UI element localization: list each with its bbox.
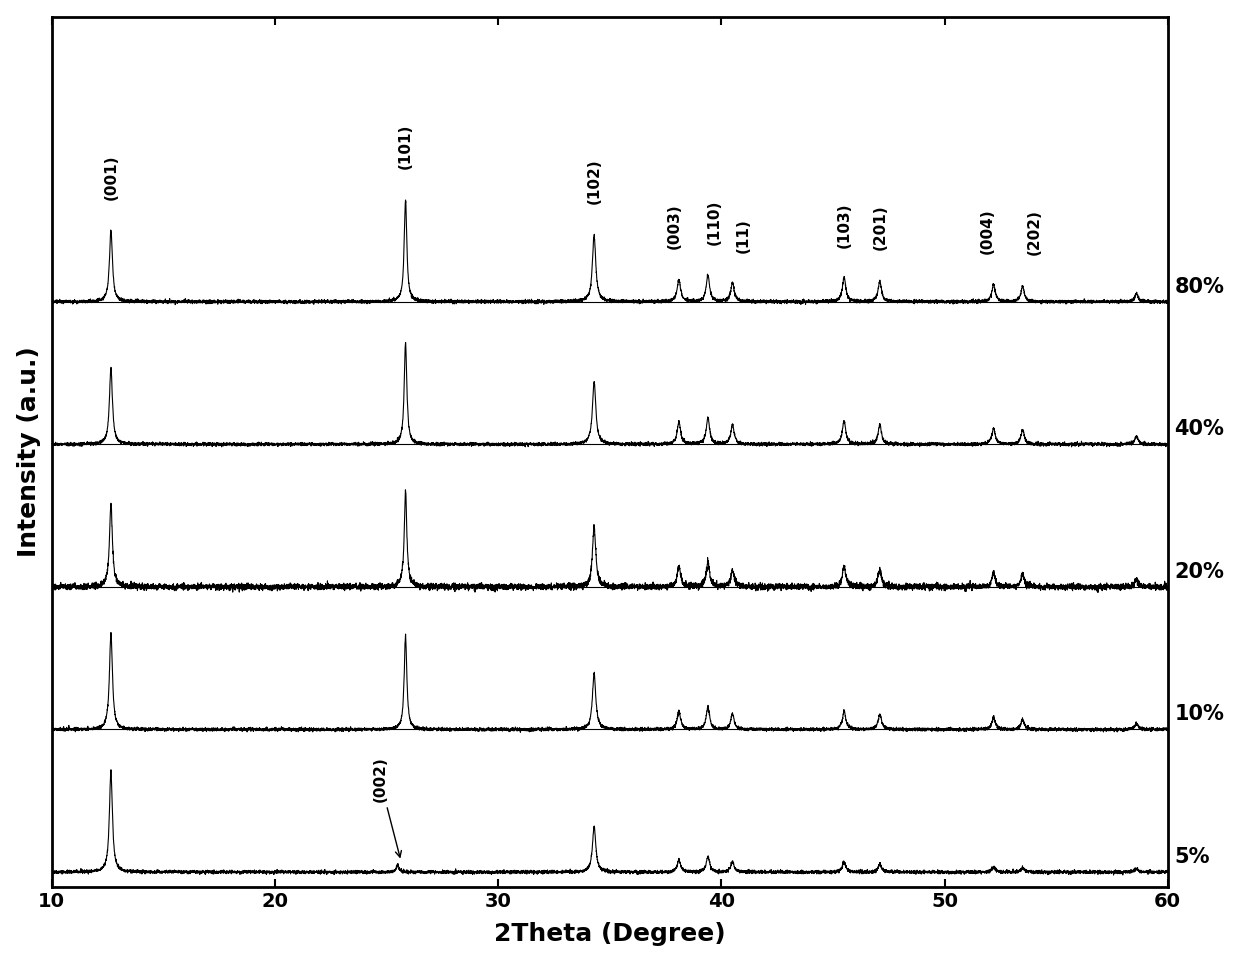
Text: (003): (003) [667,204,682,249]
X-axis label: 2Theta (Degree): 2Theta (Degree) [494,923,725,947]
Text: (110): (110) [707,199,722,245]
Text: (004): (004) [980,209,994,254]
Text: 80%: 80% [1174,276,1224,297]
Text: 10%: 10% [1174,704,1224,724]
Text: 20%: 20% [1174,561,1224,582]
Text: (11): (11) [737,218,751,253]
Text: (101): (101) [398,124,413,169]
Text: 5%: 5% [1174,847,1210,867]
Text: (102): (102) [587,159,601,204]
Text: (201): (201) [872,204,888,250]
Text: (202): (202) [1027,209,1042,255]
Text: (002): (002) [372,757,402,857]
Text: 40%: 40% [1174,419,1224,439]
Y-axis label: Intensity (a.u.): Intensity (a.u.) [16,347,41,558]
Text: (001): (001) [103,154,119,200]
Text: (103): (103) [837,202,852,248]
